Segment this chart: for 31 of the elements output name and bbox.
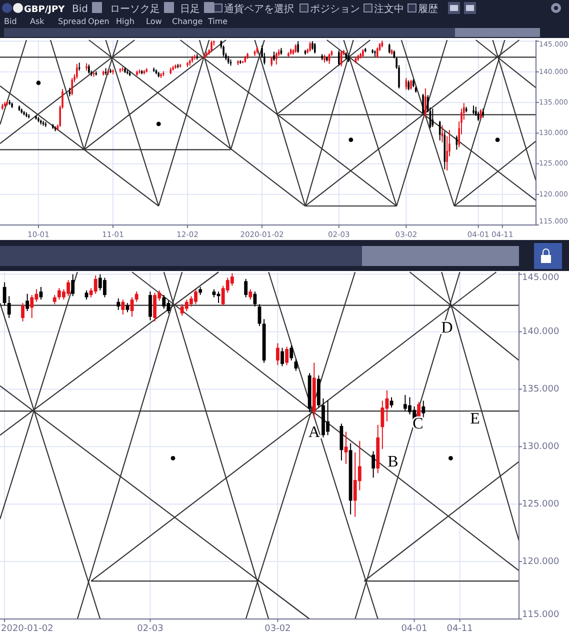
text: Low <box>146 17 162 26</box>
text: Spread <box>58 17 86 26</box>
text: High <box>116 17 134 26</box>
x-tick-label: 03-02 <box>264 624 291 634</box>
text: 注文中 <box>374 3 404 15</box>
y-tick-label: 140.000 <box>522 327 560 338</box>
y-tick-label: 135.000 <box>522 384 560 395</box>
text: Ask <box>30 17 45 26</box>
y-tick-label: 125.000 <box>522 500 560 510</box>
text: Bid <box>4 17 17 26</box>
x-tick-label: 02-03 <box>137 624 164 634</box>
x-tick-label: 04-11 <box>446 624 473 634</box>
x-tick-label: 2020-01-02 <box>1 624 54 634</box>
annotation: E <box>470 410 480 428</box>
text: 履歴 <box>418 4 438 15</box>
text: ローソク足 <box>110 4 160 15</box>
y-tick-label: 115.000 <box>522 610 560 620</box>
text: 通貨ペアを選択 <box>224 3 294 15</box>
text: ポジション <box>310 4 360 15</box>
y-tick-label: 120.000 <box>522 557 560 568</box>
y-tick-label: 145.000 <box>522 272 560 283</box>
text: Open <box>88 17 110 26</box>
text: Change <box>172 17 203 26</box>
y-tick-label: 130.000 <box>522 442 560 452</box>
text: 日足 <box>180 4 200 15</box>
annotation: B <box>388 454 398 471</box>
text: Time <box>207 17 228 26</box>
x-tick-label: 04-01 <box>401 624 428 634</box>
text: Bid <box>72 4 88 15</box>
text: GBP/JPY <box>24 5 66 15</box>
annotation: A <box>308 424 320 442</box>
